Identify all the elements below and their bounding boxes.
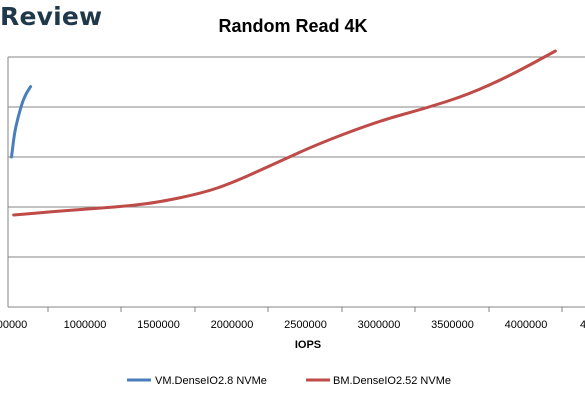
x-tick-label: 00000 — [0, 319, 27, 331]
gridlines — [8, 56, 585, 258]
legend-label: BM.DenseIO2.52 NVMe — [333, 375, 451, 387]
x-tick-label: 2500000 — [284, 319, 327, 331]
x-axis-title: IOPS — [295, 339, 321, 351]
x-tick-label: 3500000 — [431, 319, 474, 331]
x-tick-label: 1500000 — [137, 319, 180, 331]
series-line-2 — [12, 49, 557, 217]
legend-label: VM.DenseIO2.8 NVMe — [155, 375, 267, 387]
x-tick-label: 4000000 — [505, 319, 548, 331]
x-tick-label: 3000000 — [358, 319, 401, 331]
x-tick-label: 1000000 — [64, 319, 107, 331]
series-line-1 — [10, 85, 33, 159]
x-tick-label: 2000000 — [211, 319, 254, 331]
plot-area — [10, 49, 557, 217]
x-axis-ticks: 00000 1000000 1500000 2000000 2500000 3000000… — [0, 307, 585, 331]
brand-logo-text: Review — [0, 2, 103, 31]
chart-title: Random Read 4K — [218, 16, 368, 36]
x-tick-label: 4 — [580, 319, 585, 331]
legend: VM.DenseIO2.8 NVMe BM.DenseIO2.52 NVMe — [127, 375, 451, 387]
